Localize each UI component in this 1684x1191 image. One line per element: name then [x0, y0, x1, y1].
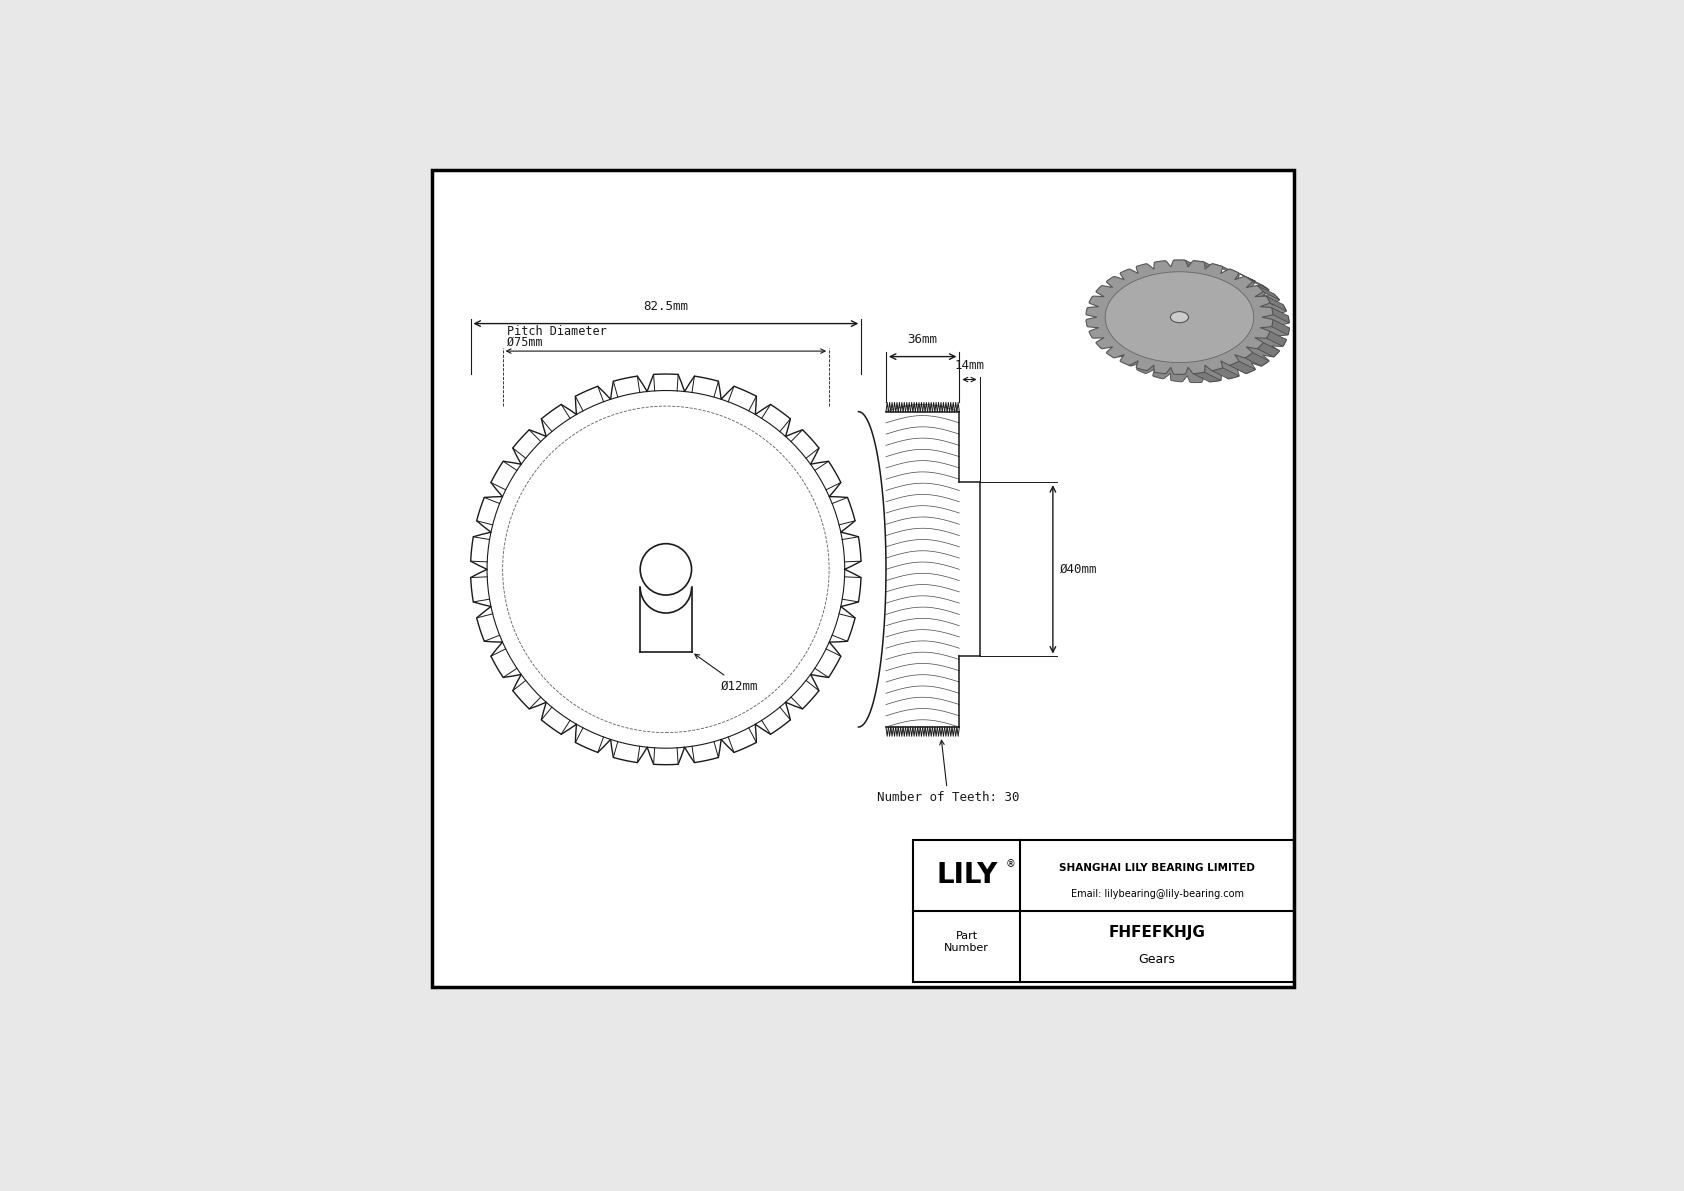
Text: Number of Teeth: 30: Number of Teeth: 30: [877, 741, 1019, 804]
Polygon shape: [1244, 353, 1270, 367]
Polygon shape: [1229, 269, 1256, 281]
Bar: [433, 170, 1293, 986]
Polygon shape: [1229, 361, 1256, 374]
Bar: [913, 840, 1293, 983]
Polygon shape: [1258, 343, 1280, 357]
Text: Gears: Gears: [1138, 953, 1175, 966]
Polygon shape: [1266, 297, 1287, 311]
Text: FHFEFKHJG: FHFEFKHJG: [1108, 924, 1206, 940]
Ellipse shape: [1170, 312, 1189, 323]
Text: Email: lilybearing@lily-bearing.com: Email: lilybearing@lily-bearing.com: [1071, 888, 1243, 899]
Text: LILY: LILY: [936, 861, 997, 890]
Polygon shape: [1258, 286, 1280, 300]
Text: Part
Number: Part Number: [945, 931, 989, 953]
Polygon shape: [1086, 260, 1273, 374]
Text: Ø75mm: Ø75mm: [507, 336, 542, 348]
Polygon shape: [1192, 373, 1221, 382]
Polygon shape: [1244, 276, 1270, 289]
Text: SHANGHAI LILY BEARING LIMITED: SHANGHAI LILY BEARING LIMITED: [1059, 863, 1255, 873]
Text: 36mm: 36mm: [908, 332, 938, 345]
Text: 82.5mm: 82.5mm: [643, 300, 689, 312]
Ellipse shape: [1105, 272, 1253, 362]
Polygon shape: [1212, 368, 1239, 379]
Polygon shape: [1103, 268, 1290, 382]
Polygon shape: [1266, 331, 1287, 347]
Polygon shape: [1271, 307, 1290, 323]
Text: 14mm: 14mm: [955, 360, 985, 372]
Text: ®: ®: [1005, 859, 1015, 869]
Polygon shape: [1212, 263, 1239, 275]
Polygon shape: [1192, 261, 1221, 270]
Text: Ø40mm: Ø40mm: [1061, 563, 1098, 576]
Polygon shape: [1174, 260, 1202, 268]
Text: Pitch Diameter: Pitch Diameter: [507, 325, 606, 338]
Polygon shape: [1271, 319, 1290, 335]
Text: Ø12mm: Ø12mm: [695, 654, 758, 692]
Bar: [433, 170, 1293, 986]
